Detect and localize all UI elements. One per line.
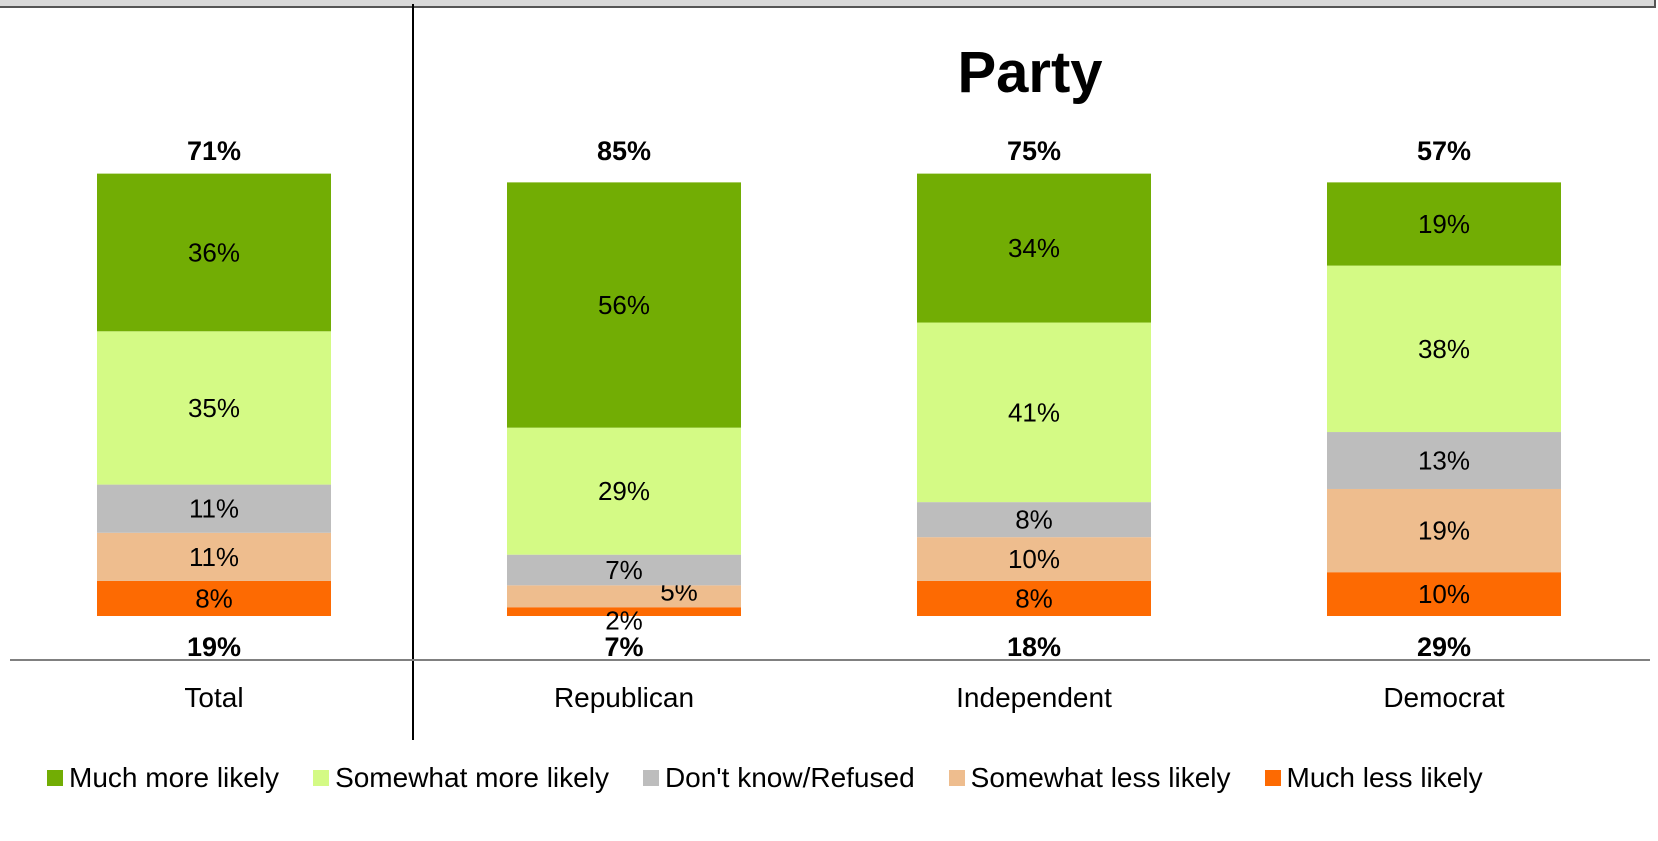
bar-segment-total-much-less — [97, 580, 331, 616]
category-label-independent: Independent — [956, 682, 1112, 713]
bar-segment-total-dont-know — [97, 484, 331, 533]
legend-swatch-somewhat-less-likely — [948, 770, 965, 786]
legend-label-much-more-likely: Much more likely — [69, 762, 280, 793]
data-label-total-dont-know: 11% — [189, 494, 239, 524]
bar-segment-republican-much-less — [507, 607, 741, 616]
bottom-total-republican: 7% — [604, 632, 643, 662]
top-total-republican: 85% — [597, 136, 651, 166]
bottom-total-independent: 18% — [1007, 632, 1061, 662]
legend-item-somewhat-more-likely: Somewhat more likely — [313, 762, 609, 794]
data-label-independent-somewhat-less: 10% — [1008, 544, 1060, 574]
data-label-democrat-dont-know: 13% — [1418, 446, 1470, 476]
bar-segment-republican-much-more — [507, 182, 741, 428]
data-label-independent-much-less: 8% — [1015, 583, 1053, 613]
legend-swatch-dont-know-refused — [642, 770, 659, 786]
legend-item-somewhat-less-likely: Somewhat less likely — [948, 762, 1231, 794]
bar-segment-total-somewhat-more — [97, 331, 331, 485]
data-label-republican-somewhat-more: 29% — [598, 476, 650, 506]
data-label-democrat-somewhat-more: 38% — [1418, 334, 1470, 364]
bar-segment-independent-much-more — [917, 173, 1151, 323]
bottom-total-democrat: 29% — [1417, 632, 1471, 662]
legend-label-somewhat-less-likely: Somewhat less likely — [970, 762, 1231, 793]
data-label-independent-much-more: 34% — [1008, 233, 1060, 263]
bar-segment-republican-dont-know — [507, 554, 741, 586]
data-label-independent-somewhat-more: 41% — [1008, 397, 1060, 427]
legend-label-somewhat-more-likely: Somewhat more likely — [335, 762, 609, 793]
chart-legend: Much more likely Somewhat more likely Do… — [47, 762, 1517, 794]
data-label-republican-dont-know: 7% — [605, 555, 643, 585]
data-label-democrat-somewhat-less: 19% — [1418, 516, 1470, 546]
bar-segment-republican-somewhat-more — [507, 427, 741, 555]
category-label-total: Total — [184, 682, 243, 713]
top-total-democrat: 57% — [1417, 136, 1471, 166]
bottom-total-total: 19% — [187, 632, 241, 662]
bar-segment-total-much-more — [97, 173, 331, 332]
legend-label-dont-know-refused: Don't know/Refused — [664, 762, 915, 793]
top-total-total: 71% — [187, 136, 241, 166]
bar-segment-independent-somewhat-less — [917, 537, 1151, 581]
bar-segment-democrat-dont-know — [1327, 432, 1561, 489]
bar-segment-independent-much-less — [917, 580, 1151, 616]
legend-swatch-much-less-likely — [1264, 770, 1281, 786]
top-total-independent: 75% — [1007, 136, 1061, 166]
bar-segment-total-somewhat-less — [97, 532, 331, 581]
section-title: Party — [957, 40, 1102, 105]
category-label-republican: Republican — [554, 682, 694, 713]
legend-swatch-much-more-likely — [47, 770, 63, 786]
legend-item-much-less-likely: Much less likely — [1264, 762, 1483, 794]
data-label-republican-much-less: 2% — [605, 606, 643, 636]
data-label-total-somewhat-less: 11% — [189, 542, 239, 572]
legend-item-much-more-likely: Much more likely — [47, 762, 279, 794]
bar-segment-democrat-somewhat-less — [1327, 488, 1561, 573]
data-label-democrat-much-more: 19% — [1418, 209, 1470, 239]
bar-segment-democrat-somewhat-more — [1327, 265, 1561, 433]
bar-segment-republican-somewhat-less — [507, 585, 741, 608]
bar-segment-democrat-much-less — [1327, 572, 1561, 616]
data-label-total-much-less: 8% — [195, 583, 233, 613]
legend-label-much-less-likely: Much less likely — [1286, 762, 1483, 793]
top-frame-bar — [0, 0, 1656, 8]
bar-segment-independent-dont-know — [917, 502, 1151, 538]
bar-segment-independent-somewhat-more — [917, 322, 1151, 503]
data-label-total-much-more: 36% — [188, 237, 240, 267]
category-label-democrat: Democrat — [1383, 682, 1505, 713]
legend-swatch-somewhat-more-likely — [313, 770, 330, 786]
data-label-independent-dont-know: 8% — [1015, 505, 1053, 535]
legend-item-dont-know-refused: Don't know/Refused — [642, 762, 915, 794]
data-label-total-somewhat-more: 35% — [188, 393, 240, 423]
data-label-republican-much-more: 56% — [598, 290, 650, 320]
bar-segment-democrat-much-more — [1327, 182, 1561, 266]
stacked-bar-chart: Party8%11%11%35%36%71%19%Total2%5%7%29%5… — [10, 4, 1650, 740]
data-label-democrat-much-less: 10% — [1418, 579, 1470, 609]
